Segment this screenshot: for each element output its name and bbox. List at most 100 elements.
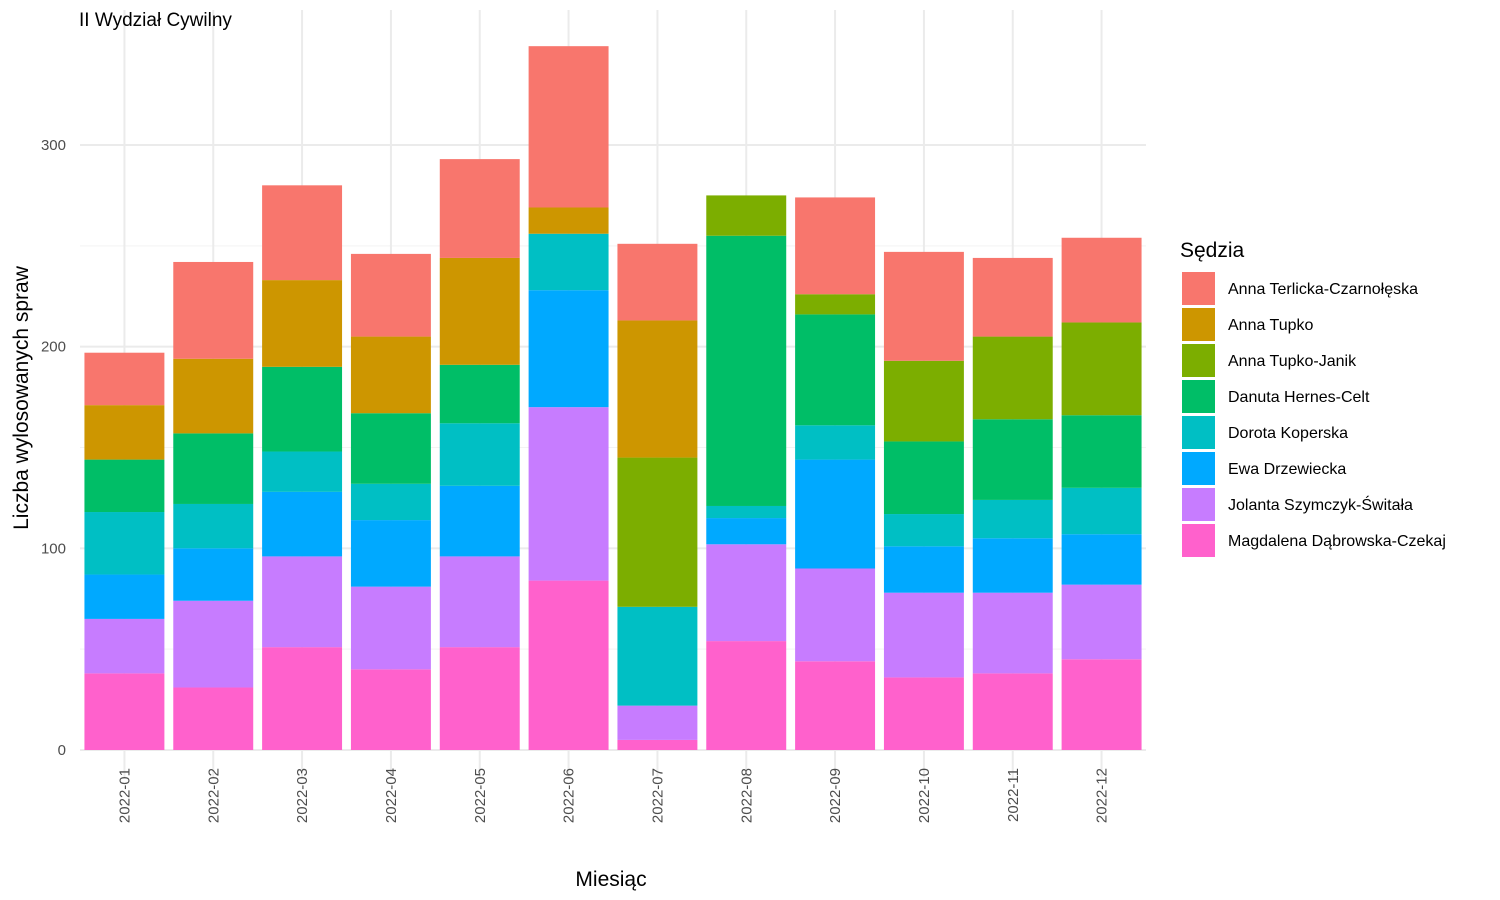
x-tick-label: 2022-04 <box>383 768 400 823</box>
bar-segment <box>84 618 165 674</box>
x-tick-label: 2022-12 <box>1094 768 1111 823</box>
bar-segment <box>1061 322 1142 416</box>
bar-segment <box>883 360 964 442</box>
bar-segment <box>262 491 343 557</box>
x-axis-ticks: 2022-01 2022-02 2022-03 2022-04 2022-05 2022-… <box>116 768 1110 823</box>
y-tick-label: 100 <box>41 540 66 557</box>
x-tick-label: 2022-01 <box>116 768 133 823</box>
bar-segment <box>439 556 520 648</box>
bar-segment <box>972 538 1053 593</box>
x-tick-label: 2022-09 <box>827 768 844 823</box>
legend-label: Anna Terlicka-Czarnołęska <box>1228 281 1418 298</box>
bar-segment <box>706 235 787 506</box>
legend-swatch <box>1182 416 1215 449</box>
bar-segment <box>439 647 520 750</box>
bar-segment <box>706 641 787 750</box>
bar-segment <box>617 457 698 607</box>
x-tick-label: 2022-03 <box>294 768 311 823</box>
bar-segment <box>350 520 431 587</box>
bar-segment <box>262 366 343 452</box>
bar-segment <box>350 483 431 521</box>
bar-segment <box>883 546 964 593</box>
y-tick-label: 0 <box>58 742 66 759</box>
bar-segment <box>262 185 343 281</box>
bar-segment <box>883 251 964 361</box>
bar-segment <box>706 544 787 642</box>
bar-segment <box>84 512 165 575</box>
bar-segment <box>84 459 165 513</box>
bar-segment <box>528 580 609 750</box>
legend-swatch <box>1182 308 1215 341</box>
chart-title: II Wydział Cywilny <box>79 10 232 31</box>
bar-segment <box>617 705 698 740</box>
bar-segment <box>795 661 876 750</box>
bar-segment <box>528 46 609 208</box>
y-tick-label: 300 <box>41 137 66 154</box>
legend-swatch <box>1182 452 1215 485</box>
bars-layer <box>84 46 1142 750</box>
y-axis-title: Liczba wylosowanych spraw <box>10 265 33 530</box>
bar-segment <box>1061 659 1142 750</box>
y-axis-ticks: 0 100 200 300 <box>41 137 66 759</box>
bar-segment <box>173 261 254 359</box>
bar-segment <box>528 290 609 408</box>
bar-segment <box>883 677 964 750</box>
bar-segment <box>262 280 343 367</box>
bar-segment <box>795 568 876 662</box>
bar-segment <box>617 606 698 706</box>
legend-swatch <box>1182 272 1215 305</box>
x-axis-title: Miesiąc <box>575 868 646 891</box>
bar-segment <box>528 407 609 581</box>
bar-segment <box>84 574 165 619</box>
bar-segment <box>439 485 520 557</box>
x-tick-label: 2022-10 <box>916 768 933 823</box>
bar-segment <box>795 425 876 460</box>
legend-label: Anna Tupko-Janik <box>1228 353 1357 370</box>
bar-segment <box>350 253 431 337</box>
bar-segment <box>883 514 964 547</box>
bar-segment <box>350 413 431 484</box>
bar-segment <box>795 294 876 315</box>
bar-segment <box>173 687 254 750</box>
bar-segment <box>173 503 254 549</box>
bar-segment <box>262 647 343 750</box>
x-tick-label: 2022-11 <box>1005 768 1022 822</box>
bar-segment <box>972 257 1053 337</box>
bar-segment <box>173 600 254 688</box>
bar-segment <box>1061 487 1142 535</box>
bar-segment <box>1061 237 1142 323</box>
bar-segment <box>439 364 520 424</box>
legend: Sędzia Anna Terlicka-Czarnołęska Anna Tup… <box>1180 239 1446 557</box>
bar-segment <box>173 433 254 504</box>
bar-segment <box>617 320 698 458</box>
bar-segment <box>972 592 1053 674</box>
bar-segment <box>528 233 609 291</box>
bar-segment <box>439 257 520 365</box>
legend-title: Sędzia <box>1180 239 1245 262</box>
bar-segment <box>706 195 787 236</box>
bar-segment <box>883 441 964 515</box>
bar-segment <box>706 518 787 545</box>
legend-label: Ewa Drzewiecka <box>1228 461 1346 478</box>
legend-label: Danuta Hernes-Celt <box>1228 389 1370 406</box>
bar-segment <box>972 419 1053 500</box>
bar-segment <box>350 586 431 670</box>
bar-segment <box>1061 584 1142 660</box>
bar-segment <box>84 673 165 750</box>
bar-segment <box>84 352 165 406</box>
bar-segment <box>173 358 254 434</box>
bar-segment <box>1061 415 1142 488</box>
bar-segment <box>262 451 343 492</box>
x-tick-label: 2022-07 <box>649 768 666 823</box>
legend-label: Magdalena Dąbrowska-Czekaj <box>1228 533 1446 550</box>
bar-segment <box>262 556 343 648</box>
x-tick-label: 2022-08 <box>738 768 755 823</box>
legend-label: Dorota Koperska <box>1228 425 1348 442</box>
x-tick-label: 2022-05 <box>472 768 489 823</box>
legend-label: Jolanta Szymczyk-Świtała <box>1228 495 1413 514</box>
bar-segment <box>795 314 876 426</box>
bar-segment <box>84 405 165 460</box>
bar-segment <box>439 159 520 258</box>
bar-segment <box>972 499 1053 539</box>
